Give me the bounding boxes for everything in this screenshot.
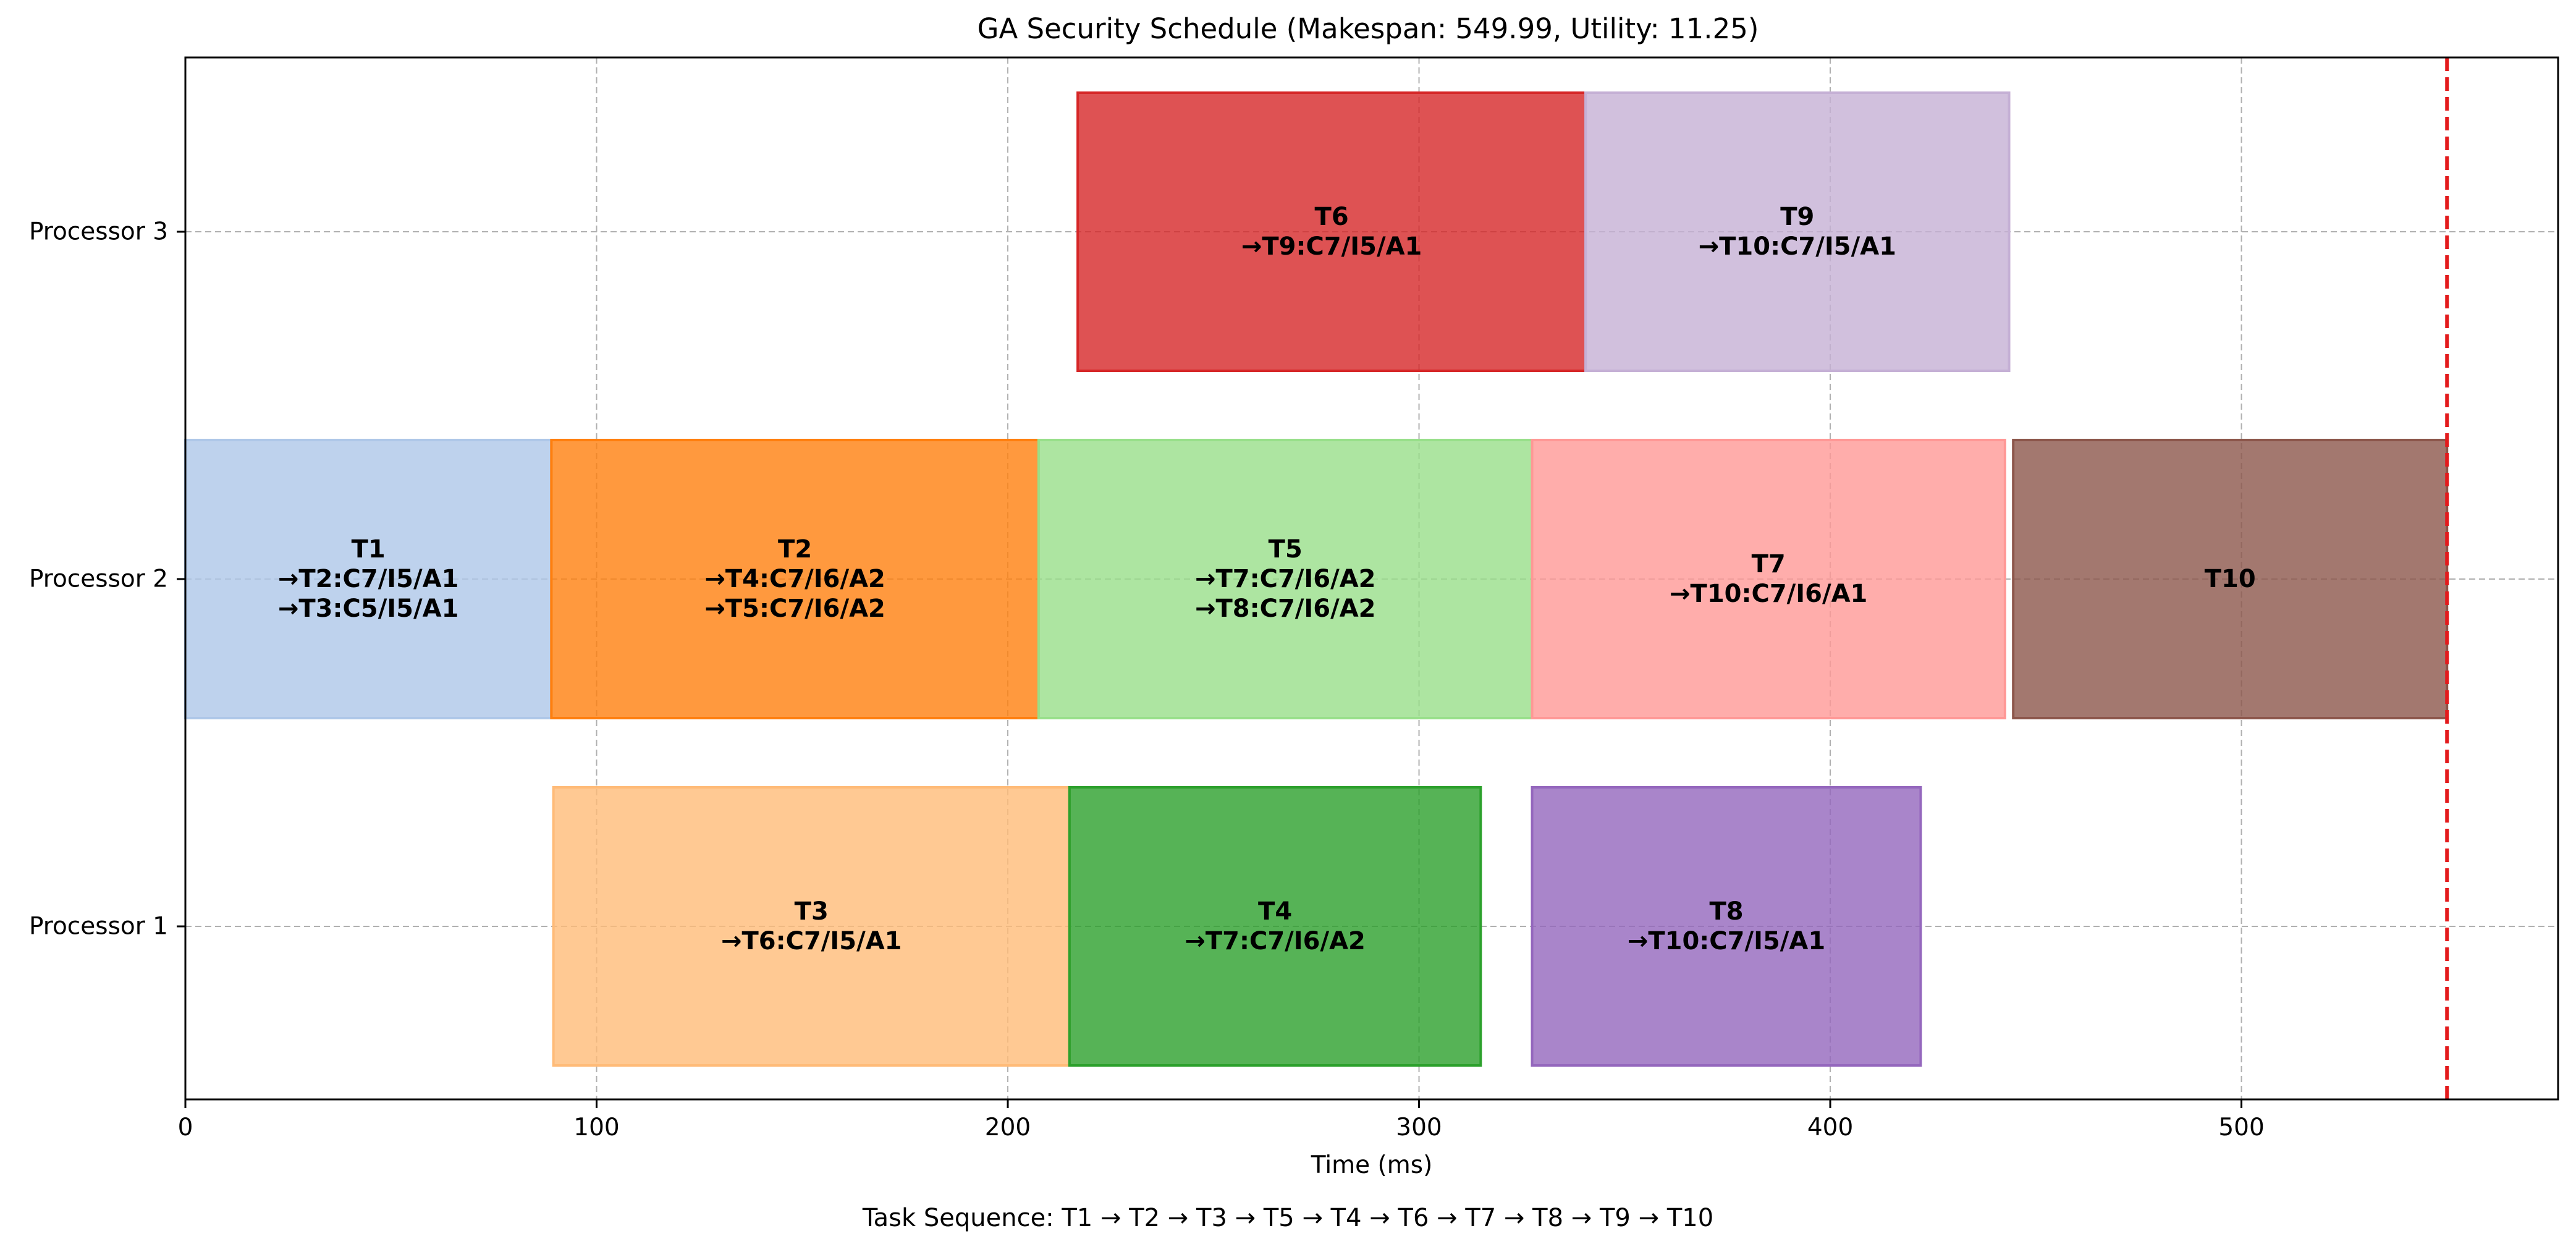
task-bar-t8 (1531, 786, 1922, 1067)
task-label-t9: →T10:C7/I5/A1 (1699, 232, 1896, 261)
y-tick-label: Processor 3 (29, 218, 168, 246)
x-tick-label: 500 (2218, 1114, 2264, 1141)
task-bar-t7 (1531, 439, 2006, 719)
task-bar-t4 (1068, 786, 1482, 1067)
task-bar-t1 (184, 439, 553, 719)
task-label-t4: →T7:C7/I6/A2 (1185, 927, 1366, 955)
y-tick-label: Processor 2 (29, 565, 168, 593)
task-label-t8: T8 (1709, 897, 1743, 926)
task-bars (184, 91, 2449, 1067)
task-label-t1: →T3:C5/I5/A1 (278, 595, 459, 623)
task-label-t2: T2 (778, 535, 812, 564)
task-label-t6: T6 (1315, 203, 1349, 231)
task-label-t2: →T4:C7/I6/A2 (704, 565, 885, 593)
task-label-t4: T4 (1258, 897, 1292, 926)
y-axis-ticks: Processor 1 Processor 2 Processor 3 (29, 218, 185, 941)
task-sequence-caption: Task Sequence: T1 → T2 → T3 → T5 → T4 → … (862, 1204, 1714, 1232)
plot-frame (184, 56, 2559, 1101)
task-label-t5: →T7:C7/I6/A2 (1195, 565, 1376, 593)
task-bar-t6 (1076, 91, 1587, 372)
task-label-t8: →T10:C7/I5/A1 (1628, 927, 1825, 955)
task-bar-t9 (1584, 91, 2011, 372)
task-bar-labels: T1→T2:C7/I5/A1→T3:C5/I5/A1 T2→T4:C7/I6/A2… (278, 203, 2256, 955)
y-tick-label: Processor 1 (29, 913, 168, 941)
task-bar-t5 (1037, 439, 1534, 719)
x-axis-label: Time (ms) (1311, 1151, 1433, 1179)
task-label-t9: T9 (1780, 203, 1814, 231)
task-label-t7: T7 (1752, 550, 1786, 578)
task-bar-t10 (2012, 439, 2449, 719)
task-label-t6: →T9:C7/I5/A1 (1241, 232, 1422, 261)
task-label-t3: T3 (795, 897, 829, 926)
x-tick-label: 300 (1396, 1114, 1442, 1141)
x-tick-label: 400 (1807, 1114, 1853, 1141)
task-label-t5: →T8:C7/I6/A2 (1195, 595, 1376, 623)
task-bar-t3 (552, 786, 1071, 1067)
x-tick-label: 0 (178, 1114, 193, 1141)
task-bar-t2 (550, 439, 1040, 719)
task-label-t3: →T6:C7/I5/A1 (721, 927, 902, 955)
task-label-t7: →T10:C7/I6/A1 (1670, 580, 1867, 608)
task-label-t1: →T2:C7/I5/A1 (278, 565, 459, 593)
task-label-t5: T5 (1269, 535, 1303, 564)
task-label-t1: T1 (352, 535, 386, 564)
task-label-t2: →T5:C7/I6/A2 (704, 595, 885, 623)
x-axis-ticks: 0 100 200 300 400 500 (178, 1099, 2265, 1141)
chart-title: GA Security Schedule (Makespan: 549.99, … (978, 12, 1759, 45)
task-label-t10: T10 (2205, 565, 2256, 593)
x-tick-label: 200 (985, 1114, 1031, 1141)
x-tick-label: 100 (573, 1114, 619, 1141)
